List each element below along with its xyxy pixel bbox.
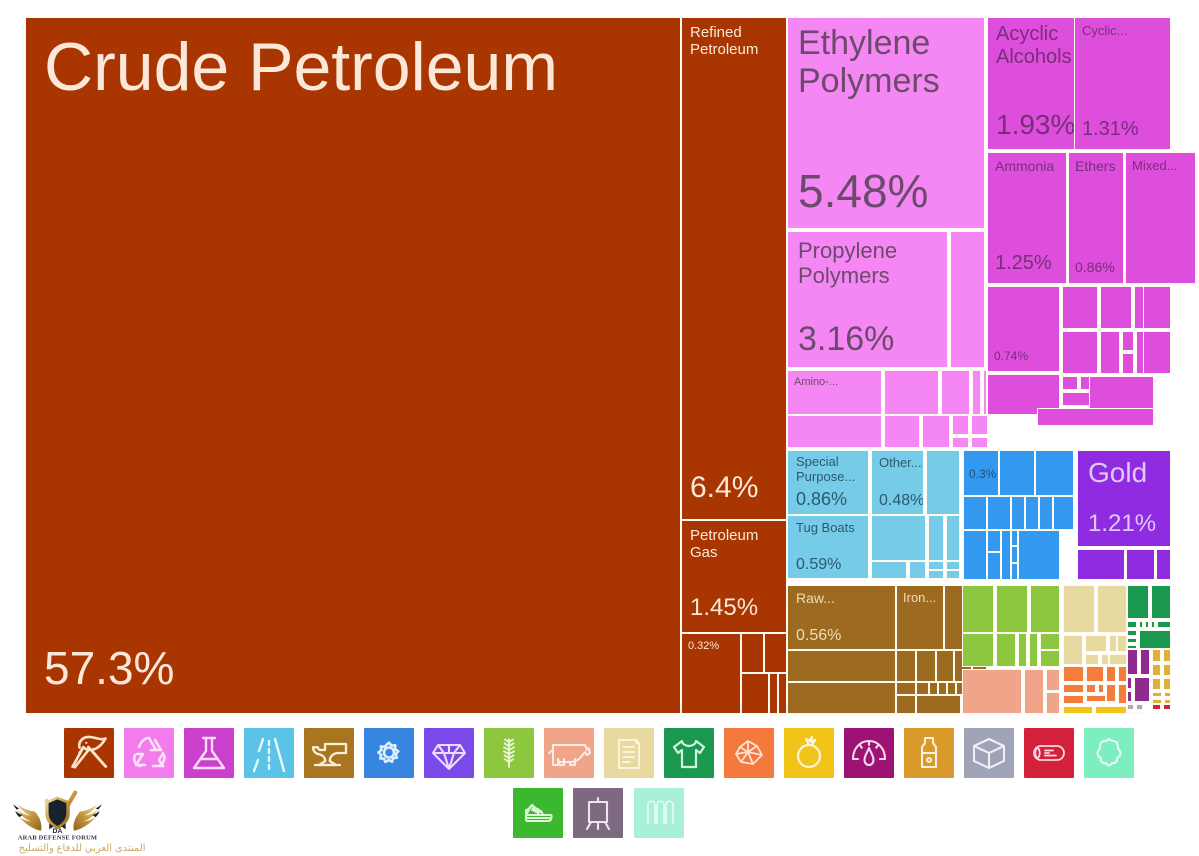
svg-text:ARAB DEFENSE FORUM: ARAB DEFENSE FORUM <box>18 835 98 842</box>
svg-text:DA: DA <box>53 828 63 835</box>
